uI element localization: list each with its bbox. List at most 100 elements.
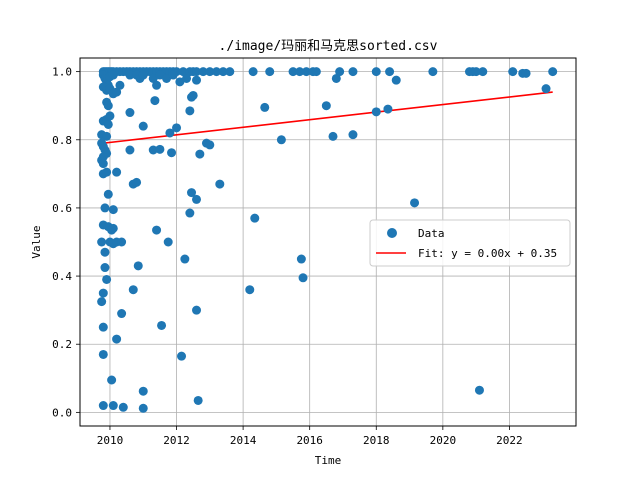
data-point [133, 261, 143, 271]
data-point [205, 140, 215, 150]
data-point [118, 402, 128, 412]
data-point [385, 67, 395, 77]
data-points [97, 67, 558, 413]
legend: Data Fit: y = 0.00x + 0.35 [369, 219, 571, 267]
data-point [168, 70, 178, 80]
data-point [428, 67, 438, 77]
data-point [548, 67, 558, 77]
data-point [245, 285, 255, 295]
data-point [117, 237, 127, 247]
data-point [348, 67, 358, 77]
legend-marker-data [387, 228, 397, 238]
data-point [98, 349, 108, 359]
data-point [112, 87, 122, 97]
data-point [371, 67, 381, 77]
data-point [471, 67, 481, 77]
data-point [371, 107, 381, 117]
data-point [115, 80, 125, 90]
data-point [138, 121, 148, 131]
data-point [155, 144, 165, 154]
data-point [225, 67, 235, 77]
data-point [128, 285, 138, 295]
data-point [185, 106, 195, 116]
data-point [205, 67, 215, 77]
data-point [102, 274, 112, 284]
data-point [125, 70, 135, 80]
data-point [218, 67, 228, 77]
data-point [198, 67, 208, 77]
data-point [108, 205, 118, 215]
data-point [192, 67, 202, 77]
plot-frame [79, 57, 577, 427]
y-axis-label: Value [30, 225, 43, 258]
y-tick-label: 0.6 [52, 202, 72, 215]
data-point [167, 148, 177, 158]
data-point [288, 67, 298, 77]
y-axis-ticks: 0.0 0.2 0.4 0.6 0.8 1.0 [52, 66, 80, 419]
data-point [474, 385, 484, 395]
data-point [541, 84, 551, 94]
data-point [152, 80, 162, 90]
data-point [187, 188, 197, 198]
data-point [215, 179, 225, 189]
data-point [331, 73, 341, 83]
x-tick-label: 2022 [496, 434, 523, 447]
data-point [383, 104, 393, 114]
data-point [157, 320, 167, 330]
data-point [508, 67, 518, 77]
data-point [100, 203, 110, 213]
data-point [301, 67, 311, 77]
data-point [321, 101, 331, 111]
data-point [108, 70, 118, 80]
y-tick-label: 0.2 [52, 338, 72, 351]
data-point [117, 309, 127, 319]
chart-title: ./image/玛丽和马克思sorted.csv [219, 39, 438, 54]
data-point [152, 225, 162, 235]
data-point [162, 73, 172, 83]
fit-line-layer [103, 91, 553, 144]
data-point [185, 208, 195, 218]
y-tick-label: 0.0 [52, 406, 72, 419]
data-point [478, 67, 488, 77]
data-point [178, 67, 188, 77]
data-point [100, 263, 110, 273]
data-point [112, 334, 122, 344]
data-point [248, 67, 258, 77]
data-point [108, 223, 118, 233]
data-point [410, 198, 420, 208]
data-point [165, 128, 175, 138]
data-point [100, 247, 110, 257]
data-point [163, 237, 173, 247]
y-tick-label: 0.4 [52, 270, 72, 283]
data-point [192, 75, 202, 85]
legend-label-data: Data [418, 227, 445, 240]
data-point [97, 297, 107, 307]
y-tick-label: 1.0 [52, 66, 72, 79]
x-tick-label: 2014 [230, 434, 257, 447]
x-tick-label: 2010 [97, 434, 124, 447]
data-point [132, 177, 142, 187]
data-point [107, 375, 117, 385]
data-point [98, 401, 108, 411]
data-point [211, 67, 221, 77]
data-point [311, 67, 321, 77]
data-point [175, 77, 185, 87]
data-point [192, 194, 202, 204]
data-point [102, 131, 112, 141]
fit-line [103, 91, 553, 144]
data-point [195, 149, 205, 159]
x-tick-label: 2016 [296, 434, 323, 447]
data-point [138, 70, 148, 80]
data-point [103, 101, 113, 111]
data-point [138, 403, 148, 413]
data-point [108, 401, 118, 411]
grid [80, 58, 576, 426]
data-point [328, 131, 338, 141]
data-point [391, 75, 401, 85]
data-point [98, 159, 108, 169]
data-point [335, 67, 345, 77]
data-point [103, 119, 113, 129]
x-axis-label: Time [315, 454, 342, 467]
x-tick-label: 2020 [430, 434, 457, 447]
